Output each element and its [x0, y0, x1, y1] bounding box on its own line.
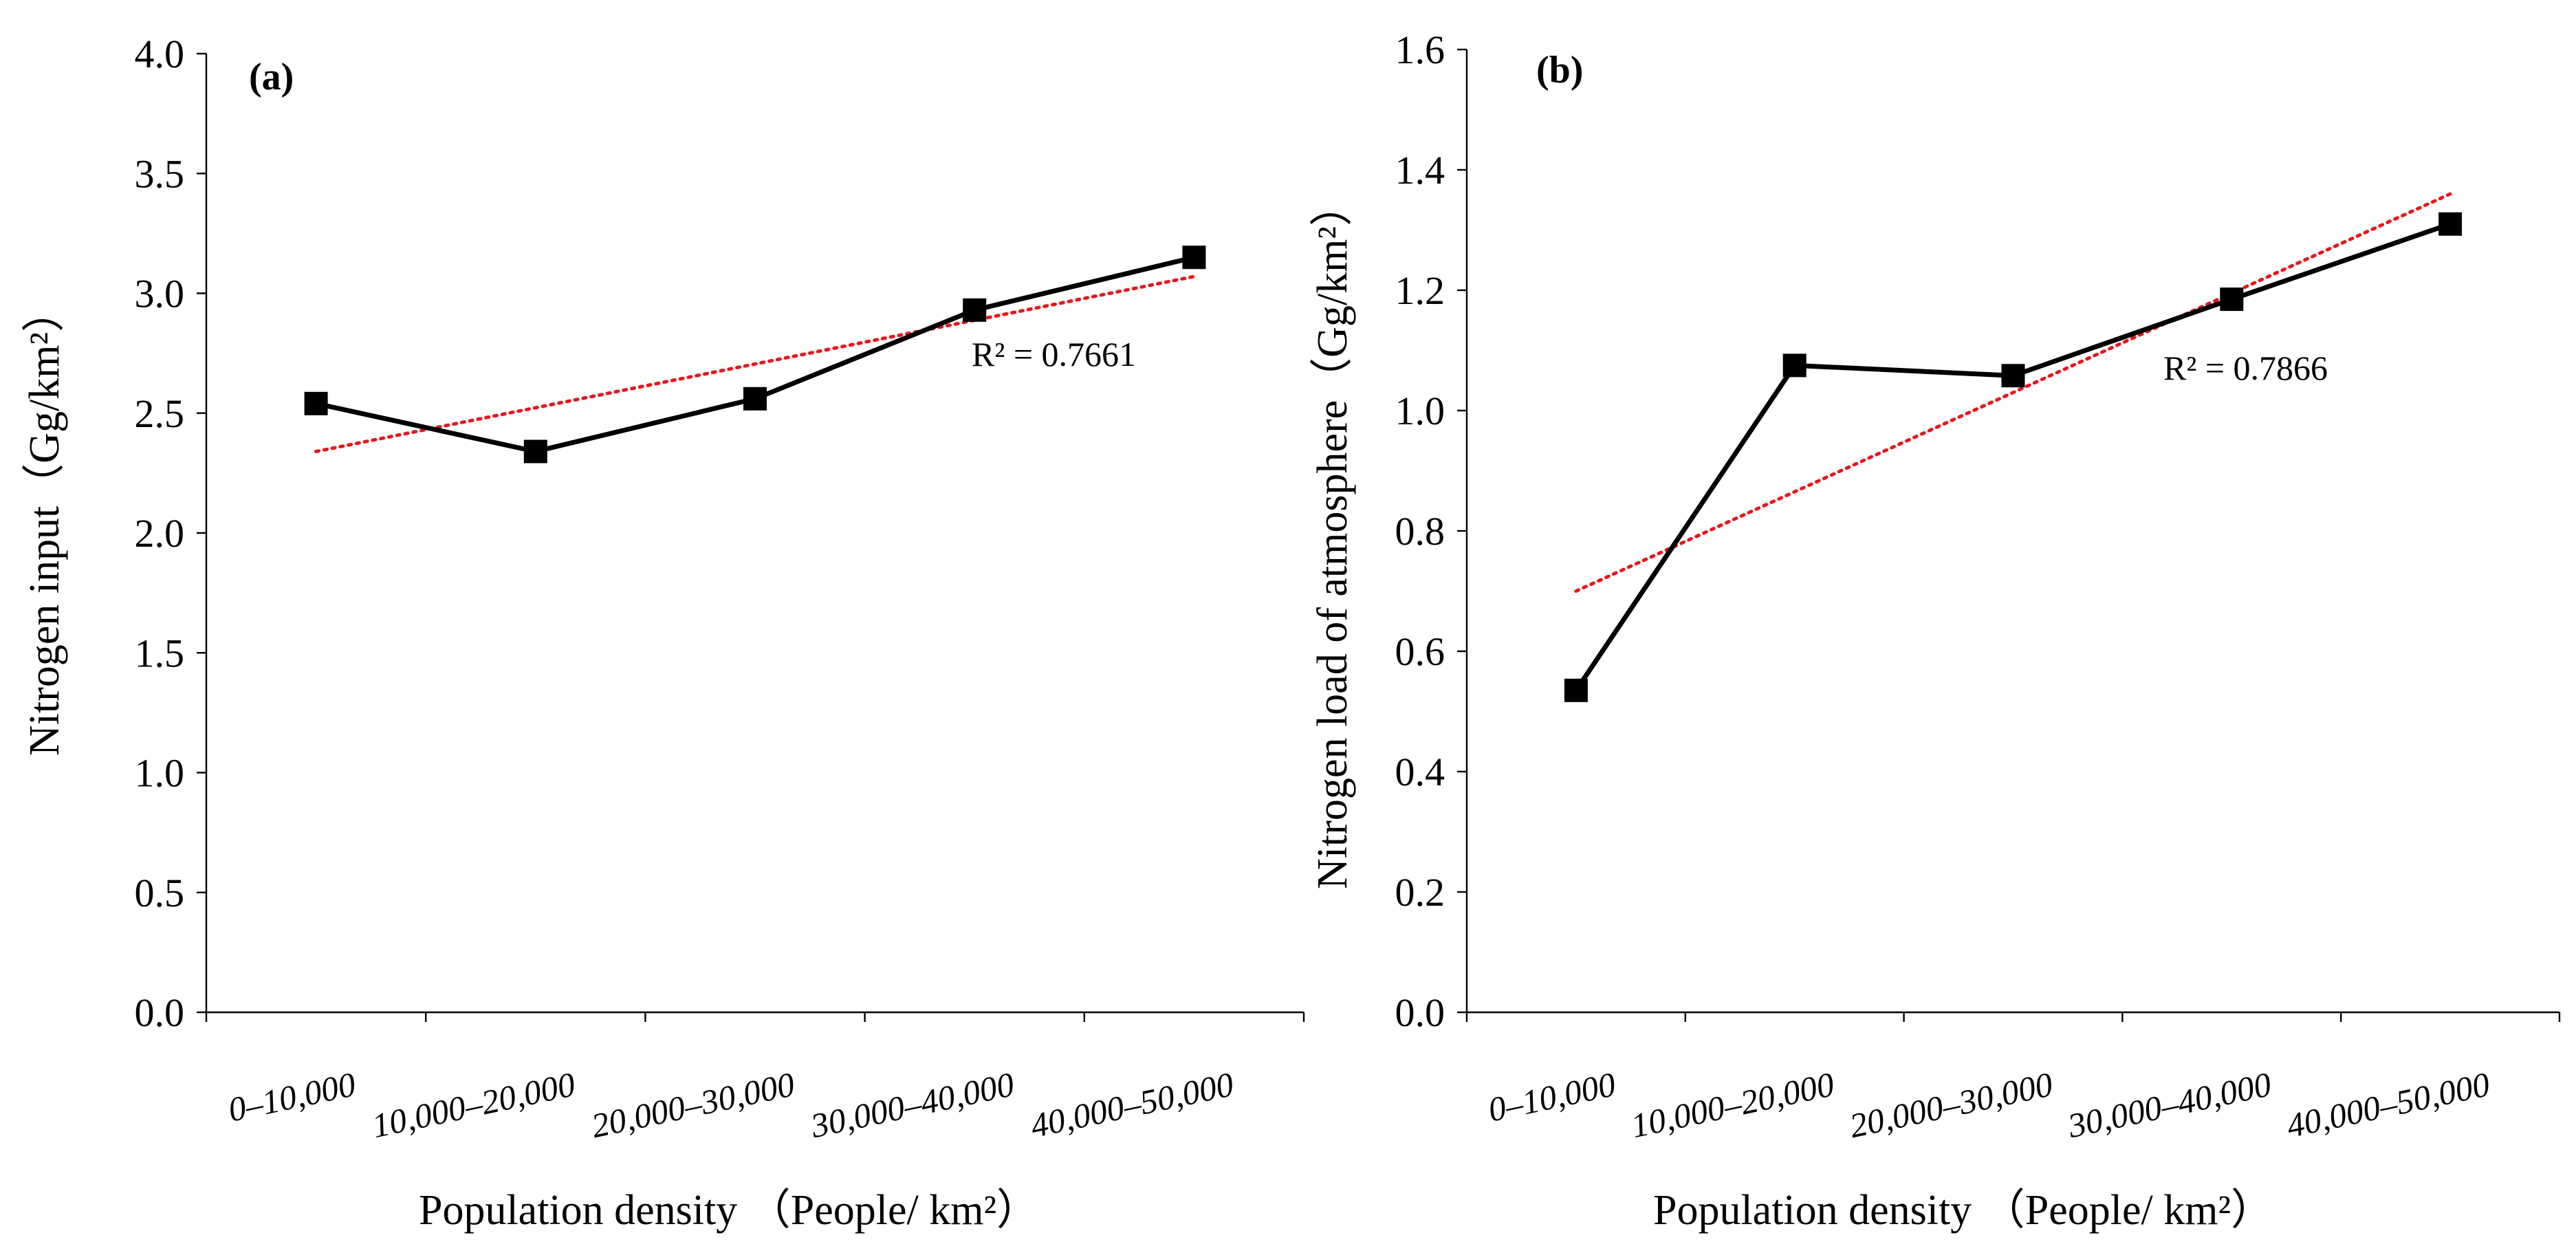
- panel-a-y-tick-label: 1.0: [135, 751, 185, 796]
- panel-b-x-tick-label: 20,000–30,000: [1846, 1065, 2056, 1145]
- panel-a-y-tick-label: 0.5: [135, 871, 185, 915]
- panel-a-trendline: [314, 274, 1196, 454]
- panel-b-label: (b): [1536, 49, 1583, 91]
- panel-b-y-tick-label: 0.0: [1395, 990, 1445, 1035]
- panel-b-y-tick-label: 0.4: [1395, 750, 1445, 794]
- panel-a-x-tick-label: 20,000–30,000: [588, 1065, 798, 1145]
- panel-b-y-axis-title: Nitrogen load of atmosphere（Gg/km²）: [1309, 184, 1356, 889]
- panel-b-y-tick-label: 1.0: [1395, 389, 1445, 433]
- panel-a-r2-label: R² = 0.7661: [972, 335, 1136, 373]
- panel-a-y-axis-title: Nitrogen input（Gg/km²）: [21, 290, 68, 756]
- panel-a-x-tick-label: 40,000–50,000: [1027, 1065, 1237, 1145]
- panel-b-y-tick-label: 0.8: [1395, 509, 1445, 554]
- panel-b-r2-label: R² = 0.7866: [2163, 349, 2328, 387]
- panel-b-x-tick-label: 30,000–40,000: [2064, 1065, 2275, 1145]
- panel-b-data-point: [2001, 364, 2025, 388]
- panel-a-data-point: [304, 391, 328, 415]
- panel-b-x-tick-label: 0–10,000: [1485, 1065, 1619, 1129]
- panel-b-data-point: [2438, 212, 2463, 236]
- panel-a-x-tick-label: 10,000–20,000: [369, 1065, 578, 1145]
- panel-a-y-tick-label: 4.0: [135, 32, 185, 76]
- panel-a-data-point: [523, 439, 547, 464]
- panel-b-trendline: [1574, 192, 2452, 593]
- panel-b-y-tick-label: 1.6: [1395, 28, 1445, 72]
- panel-a-x-tick-label: 30,000–40,000: [807, 1065, 1017, 1145]
- panel-a-y-tick-label: 0.0: [135, 990, 185, 1035]
- panel-b-data-point: [1564, 678, 1588, 702]
- panel-a-y-tick-label: 2.0: [135, 511, 185, 556]
- panel-b-data-point: [2220, 287, 2244, 312]
- panel-a: (a) R² = 0.7661 Population density （Peop…: [21, 32, 1305, 1234]
- panel-b-y-tick-label: 1.2: [1395, 268, 1445, 313]
- panel-a-data-point: [743, 386, 767, 411]
- panel-b-y-tick-label: 1.4: [1395, 148, 1445, 193]
- panel-b-x-tick-label: 40,000–50,000: [2283, 1065, 2493, 1145]
- panel-a-data-point: [1182, 246, 1206, 270]
- panel-b-x-tick-label: 10,000–20,000: [1628, 1065, 1837, 1145]
- panel-a-y-tick-label: 3.5: [135, 151, 185, 196]
- panel-b-y-tick-label: 0.6: [1395, 629, 1445, 674]
- panel-a-y-tick-label: 3.0: [135, 272, 185, 316]
- panel-b: (b) R² = 0.7866 Population density （Peop…: [1309, 28, 2561, 1234]
- panel-a-x-axis-title: Population density （People/ km²）: [419, 1187, 1039, 1234]
- panel-a-x-tick-label: 0–10,000: [225, 1065, 359, 1129]
- panel-b-data-point: [1782, 353, 1807, 378]
- panel-a-y-tick-label: 1.5: [135, 631, 185, 675]
- panel-b-series-line: [1573, 221, 2452, 692]
- panel-b-y-tick-label: 0.2: [1395, 870, 1445, 915]
- panel-a-label: (a): [249, 56, 294, 98]
- panel-a-data-point: [963, 298, 987, 322]
- panel-b-x-axis-title: Population density （People/ km²）: [1653, 1187, 2273, 1234]
- panel-a-y-tick-label: 2.5: [135, 391, 185, 436]
